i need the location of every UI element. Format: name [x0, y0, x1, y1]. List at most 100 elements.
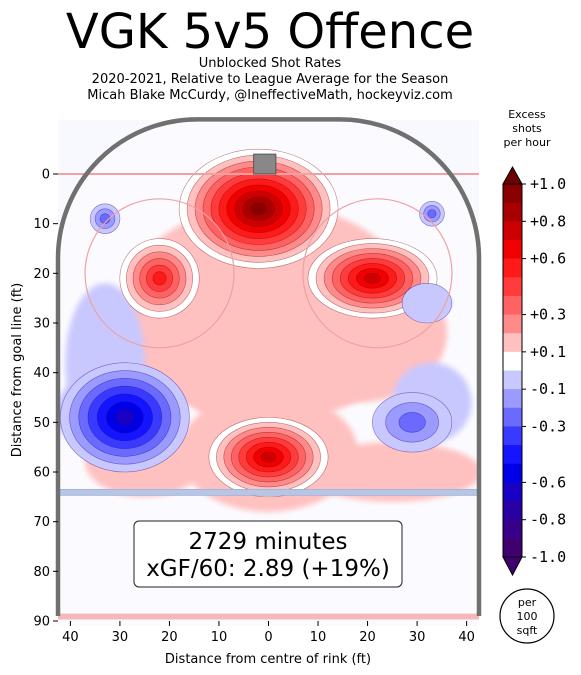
x-tick-label: 40: [458, 630, 475, 645]
y-tick-label: 20: [33, 267, 50, 282]
y-tick-label: 10: [33, 217, 50, 232]
colorbar-tick-label: -0.3: [530, 417, 566, 435]
colorbar-tick-label: +0.8: [530, 212, 566, 230]
unit-text: 100: [517, 610, 538, 623]
colorbar-top-arrow: [502, 165, 523, 185]
summary-minutes: 2729 minutes: [189, 529, 348, 555]
colorbar-swatch: [503, 501, 522, 521]
rink-markings: [55, 117, 482, 620]
x-tick-label: 20: [359, 630, 376, 645]
colorbar-swatch: [503, 482, 522, 502]
contour-level: [152, 271, 167, 286]
colorbar-swatch: [503, 519, 522, 539]
y-tick-label: 0: [42, 168, 50, 183]
colorbar-swatch: [503, 407, 522, 427]
colorbar-swatch: [503, 538, 522, 558]
colorbar-swatch: [503, 426, 522, 446]
x-tick-label: 0: [264, 630, 272, 645]
colorbar-swatch: [503, 184, 522, 204]
unit-text: per: [518, 596, 537, 609]
colorbar-tick-label: +0.3: [530, 306, 566, 324]
contour-level: [364, 273, 381, 284]
subtitle-line: 2020-2021, Relative to League Average fo…: [91, 72, 449, 87]
y-tick-label: 50: [33, 416, 50, 431]
colorbar-swatch: [503, 258, 522, 278]
hotspot: [372, 392, 453, 453]
y-tick-label: 60: [33, 466, 50, 481]
summary-frame: [133, 520, 403, 588]
colorbar-swatch: [503, 445, 522, 465]
contour-level: [99, 213, 111, 224]
y-tick-label: 40: [33, 366, 50, 381]
colorbar-tick-label: +0.6: [530, 250, 566, 268]
faceoff-circle-left: [84, 198, 235, 349]
rink-boards: [55, 117, 482, 617]
hotspot: [178, 148, 339, 269]
colorbar-swatch: [503, 277, 522, 297]
colorbar-tick-label: +0.1: [530, 343, 566, 361]
hotspot: [89, 203, 121, 234]
colorbar-swatch: [503, 295, 522, 316]
colorbar-tick-label: -0.1: [530, 380, 566, 398]
x-tick-label: 10: [211, 630, 228, 645]
hotspot: [119, 238, 200, 319]
x-tick-label: 40: [62, 630, 79, 645]
y-tick-label: 80: [33, 565, 50, 580]
hotspot: [401, 282, 453, 324]
y-axis: 0 10 20 30 40 50 60 70 80 90: [33, 168, 58, 630]
subtitle-line: Micah Blake McCurdy, @IneffectiveMath, h…: [87, 88, 453, 103]
colorbar-swatch: [503, 314, 522, 334]
colorbar-swatch: [503, 370, 522, 390]
faceoff-circle-right: [302, 198, 453, 349]
y-tick-label: 70: [33, 515, 50, 530]
heatmap-blobs: [58, 148, 479, 512]
y-tick-label: 90: [33, 615, 50, 630]
x-axis-label: Distance from centre of rink (ft): [165, 652, 371, 667]
summary-box: 2729 minutes xGF/60: 2.89 (+19%): [133, 520, 403, 588]
unit-text: sqft: [517, 624, 538, 637]
hotspot: [208, 417, 329, 498]
x-axis: 40 30 20 10 0 10 20 30 40: [62, 621, 475, 645]
colorbar-swatch: [503, 389, 522, 409]
chart-subtitle: Unblocked Shot Rates 2020-2021, Relative…: [0, 56, 540, 104]
unit-circle: [499, 588, 555, 644]
colorbar-title-line: per hour: [504, 136, 551, 149]
contour-level: [115, 409, 135, 426]
colorbar-frame: [502, 183, 523, 558]
colorbar-swatch: [503, 202, 522, 222]
x-tick-label: 30: [409, 630, 426, 645]
contour-level: [250, 202, 267, 216]
x-tick-label: 30: [112, 630, 129, 645]
positive-region: [189, 362, 289, 423]
y-axis-label: Distance from goal line (ft): [10, 283, 25, 457]
centre-line: [58, 613, 479, 620]
colorbar-tick-label: +1.0: [530, 175, 566, 193]
colorbar-title-line: shots: [512, 122, 542, 135]
contour-level: [260, 451, 277, 463]
chart-title: VGK 5v5 Offence: [65, 4, 475, 60]
colorbar-swatch: [503, 333, 522, 353]
colorbar-tick-label: -0.8: [530, 511, 566, 529]
x-tick-label: 10: [310, 630, 327, 645]
blue-line: [57, 488, 480, 496]
colorbar-swatches: [502, 165, 523, 577]
contour-level: [401, 282, 453, 324]
colorbar-tick-label: -1.0: [530, 548, 566, 566]
colorbar-title-line: Excess: [508, 108, 546, 121]
colorbar-swatch: [503, 221, 522, 241]
subtitle-line: Unblocked Shot Rates: [198, 56, 342, 71]
unit-badge: per 100 sqft: [499, 588, 555, 644]
colorbar-bottom-arrow: [502, 556, 523, 577]
positive-region: [302, 442, 479, 502]
y-tick-label: 30: [33, 317, 50, 332]
colorbar-ticks: +1.0 +0.8 +0.6 +0.3 +0.1 -0.1 -0.3 -0.6 -0.8 -1.0: [522, 175, 566, 566]
colorbar-tick-label: -0.6: [530, 473, 566, 491]
summary-xgf: xGF/60: 2.89 (+19%): [146, 556, 390, 582]
colorbar-swatch: [503, 351, 522, 371]
goal-net: [253, 153, 277, 175]
hotspot: [59, 362, 190, 473]
colorbar: Excess shots per hour +1.0 +0.8 +0.6 +0.3 +0…: [502, 108, 566, 577]
contour-level: [398, 412, 426, 433]
colorbar-swatch: [503, 239, 522, 260]
